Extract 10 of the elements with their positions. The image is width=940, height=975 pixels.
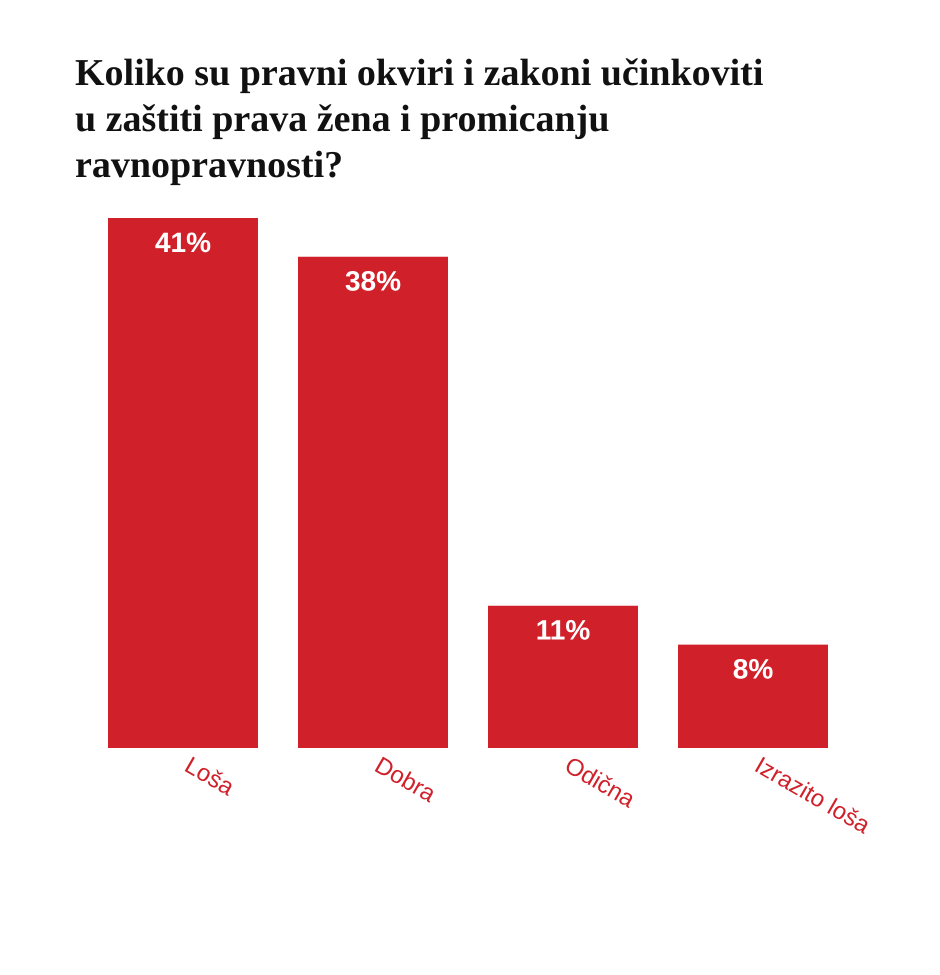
data-label: 8% — [732, 653, 774, 684]
bar — [678, 644, 828, 748]
data-label: 11% — [536, 614, 590, 646]
bar — [488, 606, 638, 748]
bar — [298, 256, 448, 748]
chart-title: Koliko su pravni okviri i zakoni učinkoviti u zaštiti prava žena i promicanju ravnopravnosti? — [75, 51, 764, 188]
x-tick-label: Loša — [180, 752, 240, 802]
data-label: 38% — [344, 266, 402, 297]
bar — [108, 218, 258, 748]
data-label: 41% — [154, 226, 212, 258]
